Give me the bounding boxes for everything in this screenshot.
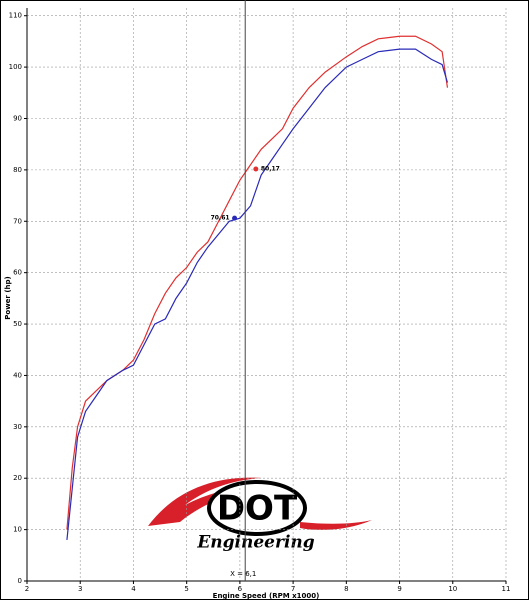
- logo-ring: [207, 480, 307, 536]
- logo-swoosh: [300, 520, 372, 530]
- series-line: [66, 48, 449, 540]
- y-tick-label: 50: [13, 320, 22, 328]
- marker: [253, 166, 259, 172]
- x-tick-label: 4: [131, 585, 136, 593]
- y-axis-label: Power (hp): [4, 276, 12, 319]
- y-tick-label: 40: [13, 371, 22, 379]
- y-tick-label: 90: [13, 114, 22, 122]
- x-tick-label: 9: [397, 585, 401, 593]
- y-tick-label: 100: [9, 63, 22, 71]
- y-tick-label: 30: [13, 423, 22, 431]
- y-tick-label: 60: [13, 269, 22, 277]
- x-tick-label: 11: [502, 585, 511, 593]
- y-tick-label: 10: [13, 526, 22, 534]
- x-tick-label: 8: [344, 585, 348, 593]
- x-tick-label: 7: [291, 585, 295, 593]
- cursor-label: X = 6,1: [230, 570, 256, 578]
- marker: [232, 215, 238, 221]
- y-tick-label: 0: [18, 577, 22, 585]
- x-tick-label: 2: [25, 585, 29, 593]
- x-tick-label: 10: [448, 585, 457, 593]
- y-tick-label: 70: [13, 217, 22, 225]
- marker-label: 80,17: [261, 166, 280, 173]
- x-axis-label: Engine Speed (RPM x1000): [213, 592, 320, 600]
- x-tick-label: 6: [238, 585, 243, 593]
- x-tick-label: 5: [184, 585, 188, 593]
- y-tick-label: 20: [13, 474, 22, 482]
- y-tick-label: 110: [9, 12, 22, 20]
- marker-label: 70,61: [211, 215, 230, 222]
- logo-name: DOT: [217, 489, 298, 529]
- y-tick-label: 80: [13, 166, 22, 174]
- logo-tagline: Engineering: [196, 533, 314, 553]
- x-tick-label: 3: [78, 585, 82, 593]
- logo: DOT Engineering: [148, 477, 372, 553]
